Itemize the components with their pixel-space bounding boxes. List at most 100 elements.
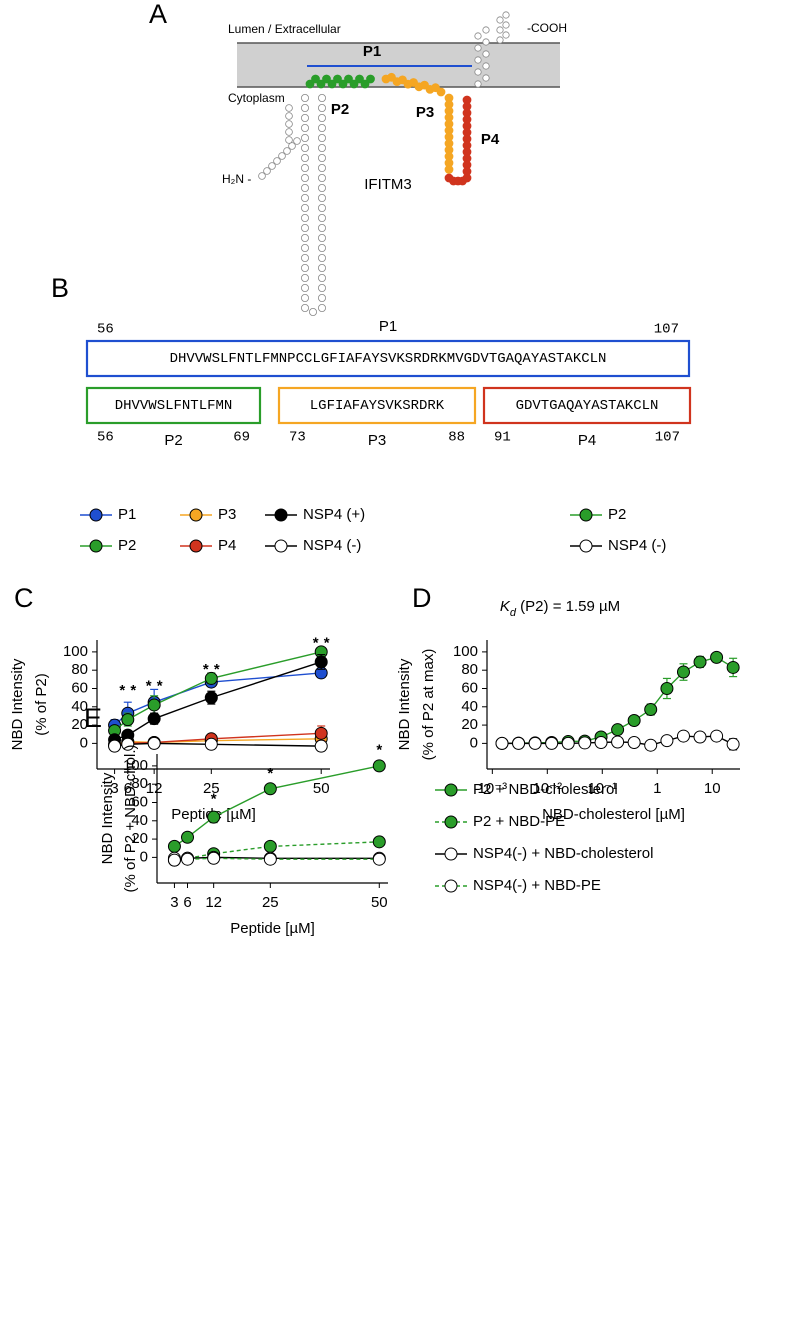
- residue: [496, 36, 504, 44]
- y-tick-label: 80: [131, 775, 148, 792]
- residue: [338, 79, 348, 89]
- data-point: [314, 739, 328, 753]
- y-tick-label: 60: [461, 679, 478, 696]
- data-point: [495, 736, 509, 750]
- residue: [300, 273, 309, 282]
- data-point: [121, 737, 135, 751]
- residue-end: 69: [233, 430, 250, 446]
- residue: [317, 233, 326, 242]
- legend-marker: [189, 508, 203, 522]
- legend-label: P2: [118, 537, 136, 554]
- data-point: [204, 737, 218, 751]
- peptide-name: P3: [368, 432, 386, 449]
- residue: [317, 243, 326, 252]
- data-point: [204, 691, 218, 705]
- data-point: [545, 736, 559, 750]
- protein-label: IFITM3: [364, 176, 412, 193]
- chart-title-part: (P2) = 1.59 µM: [516, 598, 620, 615]
- peptide-box: [482, 386, 692, 425]
- residue: [300, 203, 309, 212]
- residue: [317, 263, 326, 272]
- y-tick-label: 20: [461, 716, 478, 733]
- x-tick-label: 12: [205, 894, 222, 911]
- x-tick-label: 12: [146, 780, 163, 797]
- residue: [300, 173, 309, 182]
- residue: [436, 87, 446, 97]
- residue: [344, 74, 353, 84]
- legend-marker: [444, 879, 458, 893]
- y-tick-label: 100: [123, 757, 148, 774]
- data-point: [676, 665, 690, 679]
- chart-title-part: K: [500, 598, 511, 615]
- residue: [285, 112, 293, 120]
- significance-star: *: [211, 791, 217, 808]
- data-point: [676, 729, 690, 743]
- residue: [317, 303, 326, 312]
- residue: [317, 273, 326, 282]
- residue: [317, 193, 326, 202]
- residue: [300, 283, 309, 292]
- peptide-sequence: DHVVWSLFNTLFMN: [115, 398, 233, 414]
- data-point: [263, 782, 277, 796]
- residue: [300, 124, 309, 133]
- data-point: [314, 726, 328, 740]
- legend-label: P1: [118, 506, 136, 523]
- residue: [300, 104, 309, 113]
- residues: [258, 11, 510, 316]
- legend-marker: [274, 508, 288, 522]
- legend-label: NSP4 (+): [303, 506, 365, 523]
- residue: [366, 74, 375, 84]
- residue-end: 107: [654, 322, 679, 338]
- residue: [293, 137, 301, 145]
- x-tick-label: 10⁻³: [478, 780, 508, 797]
- x-tick-label: 10: [704, 780, 721, 797]
- residue: [474, 80, 482, 88]
- data-point: [660, 734, 674, 748]
- residue: [300, 193, 309, 202]
- data-point: [147, 712, 161, 726]
- data-point: [207, 810, 221, 824]
- x-tick-label: 50: [371, 894, 388, 911]
- residue: [502, 11, 510, 19]
- data-point: [528, 736, 542, 750]
- residue: [305, 79, 315, 89]
- residue-end: 88: [448, 430, 465, 446]
- residue-start: 56: [97, 322, 114, 338]
- y-tick-label: 40: [131, 812, 148, 829]
- data-point: [512, 736, 526, 750]
- residue: [502, 31, 510, 39]
- legend-label: NSP4(-) + NBD-PE: [473, 877, 601, 894]
- y-tick-label: 100: [63, 643, 88, 660]
- residue: [317, 163, 326, 172]
- peptide-box: [85, 386, 262, 425]
- data-point: [372, 835, 386, 849]
- segment-label: P1: [363, 43, 381, 60]
- residue: [300, 213, 309, 222]
- residue: [317, 114, 326, 123]
- data-point: [611, 735, 625, 749]
- data-point: [594, 735, 608, 749]
- residue: [300, 233, 309, 242]
- residue: [496, 26, 504, 34]
- y-axis-label: NBD Intensity: [396, 658, 413, 750]
- y-tick-label: 100: [453, 643, 478, 660]
- peptide-box: [277, 386, 477, 425]
- legend-label: NSP4 (-): [303, 537, 361, 554]
- y-tick-label: 40: [461, 698, 478, 715]
- legend-marker: [444, 847, 458, 861]
- y-tick-label: 20: [71, 716, 88, 733]
- data-point: [627, 714, 641, 728]
- data-point: [263, 852, 277, 866]
- legend-label: P2 + NBD-PE: [473, 813, 565, 830]
- data-point: [263, 839, 277, 853]
- x-tick-label: 25: [203, 780, 220, 797]
- data-point: [644, 703, 658, 717]
- significance-star: *: [313, 635, 319, 652]
- x-tick-label: 50: [313, 780, 330, 797]
- cterm-label: -COOH: [527, 21, 567, 35]
- y-tick-label: 0: [80, 734, 88, 751]
- residue: [288, 142, 296, 150]
- data-point: [627, 735, 641, 749]
- residue: [258, 172, 266, 180]
- residue: [322, 74, 331, 84]
